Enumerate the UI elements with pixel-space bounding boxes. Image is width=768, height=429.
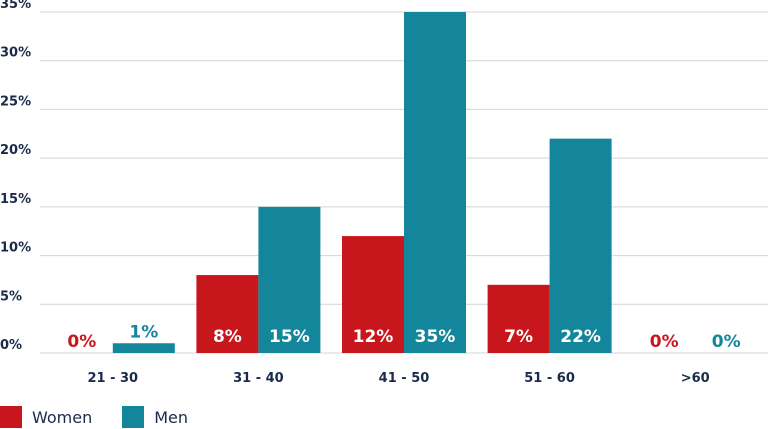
legend-item-women: Women (0, 406, 92, 428)
bar-men (404, 12, 466, 353)
x-tick-label: 41 - 50 (379, 371, 430, 386)
legend-label-men: Men (154, 407, 189, 427)
bar-women (342, 236, 404, 353)
y-tick-label: 0% (0, 338, 22, 353)
y-tick-label: 5% (0, 289, 22, 304)
legend: Women Men (0, 405, 188, 429)
legend-swatch-men (122, 406, 145, 428)
data-label: 15% (269, 327, 310, 347)
data-label: 1% (129, 322, 158, 342)
bar-women (487, 284, 550, 353)
data-label: 8% (213, 327, 242, 347)
y-tick-label: 20% (0, 143, 31, 158)
legend-item-men: Men (122, 406, 188, 428)
y-tick-label: 25% (0, 94, 31, 109)
bar-men (258, 206, 321, 353)
data-label: 22% (560, 327, 601, 347)
data-label: 12% (353, 327, 394, 347)
bar-women (196, 275, 259, 353)
y-tick-label: 30% (0, 46, 31, 61)
y-tick-label: 15% (0, 192, 31, 207)
data-label: 7% (504, 327, 533, 347)
legend-label-women: Women (32, 407, 93, 427)
bar-men (549, 138, 612, 353)
data-label: 0% (712, 332, 741, 352)
y-tick-label: 10% (0, 241, 31, 256)
x-tick-label: >60 (681, 371, 710, 386)
legend-swatch-women (0, 406, 22, 428)
data-label: 0% (650, 332, 679, 352)
x-tick-label: 31 - 40 (233, 371, 284, 386)
x-tick-label: 51 - 60 (524, 371, 575, 386)
x-tick-label: 21 - 30 (87, 371, 138, 386)
bar-men (112, 343, 175, 353)
data-label: 0% (67, 332, 96, 352)
data-label: 35% (415, 327, 456, 347)
y-tick-label: 35% (0, 0, 31, 12)
